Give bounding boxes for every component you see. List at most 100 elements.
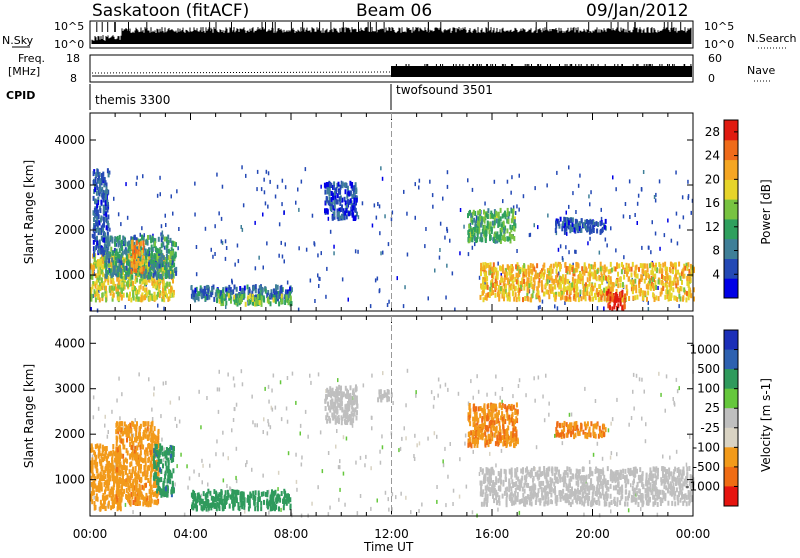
noise-cell [285,185,287,189]
noise-cell [568,250,570,254]
noise-cell [566,211,568,215]
noise-cell [589,237,591,241]
noise-cell [616,398,618,402]
noise-cell [518,384,520,388]
noise-cell [162,231,164,235]
noise-cell [436,435,438,439]
noise-cell [257,423,259,427]
noise-cell [298,246,300,250]
noise-cell [657,286,659,290]
noise-cell [263,430,265,434]
power-colorbar-tick: 24 [705,149,720,163]
noise-cell [450,442,452,446]
noise-cell [277,185,279,189]
noise-cell [447,388,449,392]
power-colorbar-swatch [724,140,738,160]
noise-cell [691,211,693,215]
nsky-trace [92,22,691,44]
noise-cell [93,415,95,419]
noise-cell [372,224,374,228]
noise-cell [616,452,618,456]
noise-cell [201,459,203,463]
noise-cell [212,255,214,259]
velocity-colorbar-tick: -500 [693,460,720,474]
noise-cell [554,434,556,438]
noise-cell [296,488,298,492]
velocity-colorbar-swatch [724,369,738,389]
noise-cell [254,423,256,427]
noise-cell [603,307,605,311]
noise-cell [163,382,165,386]
noise-cell [419,441,421,445]
noise-cell [519,378,521,382]
noise-cell [338,465,340,469]
noise-cell [611,451,613,455]
ytick-label: 2000 [54,427,85,441]
noise-cell [472,246,474,250]
noise-cell [287,281,289,285]
noise-cell [497,508,499,512]
noise-cell [676,450,678,454]
noise-cell [589,460,591,464]
noise-cell [641,246,643,250]
noise-cell [384,214,386,218]
noise-cell [418,509,420,513]
velocity-heatmap [90,369,694,518]
cpid-name-0: themis 3300 [95,93,170,107]
noise-cell [113,197,115,201]
noise-cell [357,250,359,254]
noise-cell [479,276,481,280]
noise-cell [560,244,562,248]
noise-cell [645,422,647,426]
noise-cell [98,407,100,411]
noise-cell [597,306,599,310]
noise-cell [237,244,239,248]
noise-cell [468,252,470,256]
xtick-label: 00:00 [676,527,711,541]
noise-cell [268,385,270,389]
noise-cell [153,392,155,396]
noise-cell [568,165,570,169]
noise-cell [489,452,491,456]
noise-cell [495,392,497,396]
noise-cell [165,214,167,218]
noise-cell [676,212,678,216]
noise-cell [442,197,444,201]
noise-cell [287,420,289,424]
noise-cell [644,390,646,394]
noise-cell [264,190,266,194]
power-colorbar-swatch [724,239,738,259]
noise-cell [176,464,178,468]
noise-cell [427,437,429,441]
noise-cell [233,377,235,381]
noise-cell [575,210,577,214]
ytick-label: 4000 [54,133,85,147]
noise-cell [226,484,228,488]
noise-cell [246,460,248,464]
noise-cell [633,373,635,377]
noise-cell [333,251,335,255]
noise-cell [687,180,689,184]
noise-cell [321,251,323,255]
noise-cell [459,457,461,461]
freq-label-line2: [MHz] [8,65,40,78]
noise-cell [419,179,421,183]
noise-cell [105,415,107,419]
noise-cell [187,486,189,490]
noise-cell [382,177,384,181]
noise-cell [676,378,678,382]
noise-cell [305,167,307,171]
velocity-colorbar-tick: -1000 [685,479,720,493]
noise-cell [546,183,548,187]
noise-cell [436,500,438,504]
noise-cell [544,418,546,422]
noise-cell [281,417,283,421]
noise-cell [587,241,589,245]
noise-cell [666,374,668,378]
noise-cell [523,194,525,198]
noise-cell [370,466,372,470]
noise-cell [235,476,237,480]
nsearch-tick-top: 10^5 [704,20,734,33]
noise-cell [262,213,264,217]
noise-cell [329,506,331,510]
